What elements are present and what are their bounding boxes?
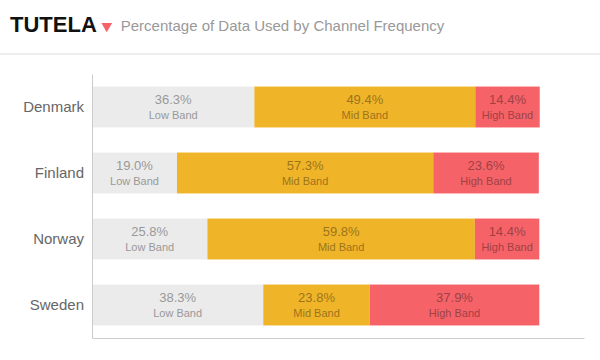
segment-name: Mid Band — [318, 241, 364, 253]
logo: TUTELA — [10, 12, 97, 37]
data-label: 38.3% — [159, 290, 196, 305]
y-tick-label: Finland — [35, 164, 84, 181]
segment-name: Low Band — [125, 241, 174, 253]
data-label: 57.3% — [287, 158, 324, 173]
y-tick: Denmark — [23, 98, 92, 115]
segment-name: Low Band — [149, 109, 198, 121]
segment-name: Low Band — [110, 175, 159, 187]
bar — [370, 285, 540, 326]
x-axis — [93, 338, 585, 339]
bar — [254, 87, 475, 128]
series — [92, 87, 263, 326]
data-label: 14.4% — [489, 224, 526, 239]
separator — [0, 54, 600, 55]
y-tick: Sweden — [30, 296, 92, 313]
data-label: 14.4% — [489, 92, 526, 107]
bar — [92, 285, 263, 326]
y-tick: Finland — [35, 164, 92, 181]
bar — [475, 219, 539, 260]
data-label: 49.4% — [346, 92, 383, 107]
y-tick-label: Denmark — [23, 98, 84, 115]
bars — [92, 87, 540, 326]
series — [370, 87, 540, 326]
bar — [433, 153, 539, 194]
bar — [207, 219, 474, 260]
data-label: 25.8% — [131, 224, 168, 239]
bar — [92, 87, 254, 128]
y-axis-line — [92, 75, 93, 339]
data-labels: 36.3% Low Band 19.0% Low Band 25.8% Low Band 3… — [110, 92, 533, 318]
y-tick: Norway — [33, 230, 92, 247]
y-axis: Denmark Finland Norway Sweden — [23, 75, 92, 339]
segment-name: High Band — [460, 175, 511, 187]
bar — [263, 285, 369, 326]
segment-name: Low Band — [153, 307, 202, 319]
y-tick-label: Norway — [33, 230, 84, 247]
data-label: 23.6% — [468, 158, 505, 173]
logo-icon — [101, 23, 112, 32]
data-label: 59.8% — [323, 224, 360, 239]
data-label: 23.8% — [298, 290, 335, 305]
chart: TUTELA Percentage of Data Used by Channel… — [0, 0, 600, 360]
segment-name: Mid Band — [282, 175, 328, 187]
title: Percentage of Data Used by Channel Frequ… — [121, 17, 445, 34]
bar — [92, 219, 207, 260]
y-tick-label: Sweden — [30, 296, 84, 313]
data-label: 37.9% — [436, 290, 473, 305]
data-label: 36.3% — [155, 92, 192, 107]
plot: 36.3% Low Band 19.0% Low Band 25.8% Low Band 3… — [23, 75, 584, 339]
segment-name: High Band — [482, 109, 533, 121]
data-label: 19.0% — [116, 158, 153, 173]
segment-name: High Band — [429, 307, 480, 319]
bar — [177, 153, 433, 194]
segment-name: Mid Band — [342, 109, 388, 121]
bar — [475, 87, 539, 128]
x-axis-line — [93, 338, 585, 339]
bar — [92, 153, 177, 194]
segment-name: Mid Band — [293, 307, 339, 319]
segment-name: High Band — [481, 241, 532, 253]
